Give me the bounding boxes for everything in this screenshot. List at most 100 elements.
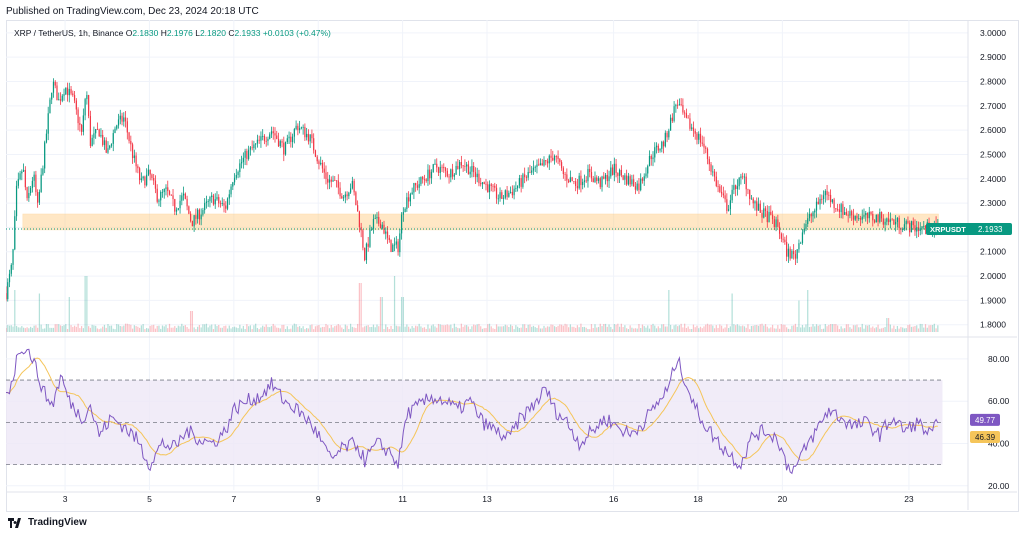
volume-bar [464,325,466,332]
candle-body [355,192,357,206]
candle-body [719,186,721,192]
tradingview-brand[interactable]: TradingView [8,517,87,528]
high-label: H [160,28,167,38]
volume-bar [251,329,253,332]
candle-body [793,250,795,255]
volume-bar [517,326,519,332]
candle-body [882,218,884,225]
candle-body [242,157,244,163]
candle-body [314,150,317,157]
candle-body [279,141,281,147]
candle-body [861,216,863,220]
volume-bar [847,324,849,332]
volume-bar [917,328,920,332]
volume-bar [434,326,436,332]
candle-body [787,248,790,257]
volume-bar [559,324,561,332]
volume-bar [852,325,855,332]
volume-bar [750,325,753,332]
volume-bar [603,324,605,332]
volume-bar [657,326,659,332]
volume-bar [912,326,914,332]
volume-bar [778,328,781,332]
volume-bar [40,324,42,332]
candle-body [161,191,164,193]
candle-body [404,208,406,213]
candle-body [592,178,594,183]
price-tick-label: 1.9000 [980,295,1006,305]
candle-body [715,176,717,187]
candle-body [103,140,106,145]
volume-bar [376,324,378,332]
candle-body [696,133,698,140]
volume-bar [423,327,426,332]
volume-bar [135,326,137,332]
candle-body [859,218,862,220]
volume-bar [174,326,176,332]
volume-bar [406,324,408,332]
volume-bar [54,324,56,332]
volume-bar [335,325,338,332]
open-value: 2.1830 [132,28,159,38]
volume-bar [379,297,382,332]
candle-body [179,200,181,209]
candle-body [82,115,84,132]
candle-body [873,220,876,223]
candle-body [872,213,874,221]
volume-bar [244,328,246,332]
candle-body [824,191,826,196]
candle-body [93,133,95,138]
volume-bar [47,324,49,332]
volume-bar [819,324,821,332]
candle-body [555,155,557,157]
candle-body [393,244,396,246]
price-tick-label: 2.3000 [980,198,1006,208]
candle-body [400,214,403,234]
candle-body [15,185,18,217]
volume-bar [898,328,900,332]
volume-bar [360,283,362,332]
candle-body [789,248,791,259]
volume-bar [429,328,431,332]
candle-body [909,222,911,233]
volume-bar [144,329,146,332]
candle-body [408,197,410,202]
candle-body [362,230,364,248]
volume-bar [916,325,918,332]
candle-body [17,179,19,186]
volume-bar [895,329,897,332]
volume-bar [497,326,499,332]
candle-body [664,132,666,147]
candle-body [847,214,849,216]
volume-bar [177,325,179,332]
candle-body [845,212,848,215]
candle-body [406,197,408,209]
volume-bar [230,328,232,332]
volume-bar [269,327,271,332]
volume-bar [393,276,396,332]
candle-body [754,201,756,204]
volume-bar [286,326,288,332]
candle-body [386,231,389,238]
volume-bar [599,323,601,332]
time-axis: 3 5 7 9 11 13 16 18 20 23 [6,491,1017,504]
open-label: O [125,28,133,38]
chart-svg[interactable]: 3.0000 2.9000 2.8000 2.7000 2.6000 2.5000 2.40… [6,20,1017,510]
candle-body [527,171,529,178]
candle-body [420,176,422,185]
candle-body [559,159,561,163]
candle-body [200,214,202,220]
candle-body [634,186,637,190]
volume-bar [59,325,62,332]
volume-bar [8,325,11,332]
price-tick-label: 1.8000 [980,320,1006,330]
candle-body [182,193,185,196]
candle-body [580,175,582,186]
candle-body [107,148,109,153]
candle-body [160,191,162,201]
volume-bar [471,326,473,332]
volume-bar [824,324,826,332]
volume-bar [617,323,619,332]
volume-bar [731,293,733,332]
candle-body [495,187,498,199]
